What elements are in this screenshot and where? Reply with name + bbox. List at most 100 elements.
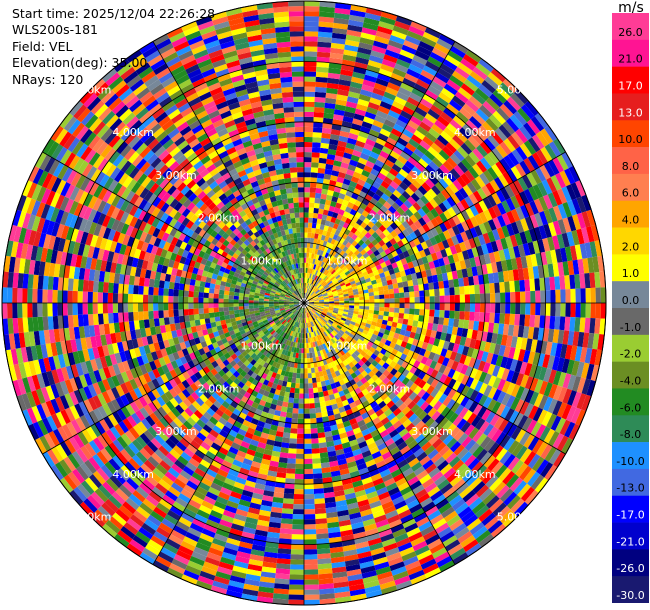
velocity-gate	[462, 250, 470, 260]
velocity-gate	[309, 273, 312, 279]
velocity-gate	[502, 470, 516, 485]
velocity-gate	[559, 419, 571, 436]
velocity-gate	[363, 381, 371, 389]
velocity-gate	[594, 240, 603, 257]
velocity-gate	[305, 288, 307, 294]
velocity-gate	[391, 566, 407, 576]
velocity-gate	[458, 407, 469, 419]
velocity-gate	[398, 194, 408, 204]
velocity-gate	[352, 149, 362, 158]
velocity-gate	[370, 50, 385, 59]
velocity-gate	[378, 400, 387, 409]
velocity-gate	[304, 21, 319, 27]
velocity-gate	[315, 228, 320, 235]
velocity-gate	[319, 11, 335, 18]
velocity-gate	[340, 284, 347, 289]
velocity-gate	[298, 403, 304, 409]
velocity-gate	[471, 247, 479, 258]
velocity-gate	[418, 172, 429, 182]
velocity-gate	[333, 109, 345, 116]
velocity-gate	[446, 437, 458, 449]
velocity-gate	[487, 219, 497, 231]
velocity-gate	[338, 390, 345, 397]
velocity-gate	[437, 134, 449, 146]
velocity-gate	[524, 489, 539, 506]
velocity-gate	[337, 290, 343, 294]
velocity-gate	[311, 293, 317, 298]
velocity-gate	[363, 326, 370, 332]
velocity-gate	[388, 39, 404, 50]
velocity-gate	[397, 114, 410, 125]
velocity-gate	[371, 146, 382, 155]
velocity-gate	[557, 329, 565, 344]
velocity-gate	[483, 169, 494, 183]
velocity-gate	[413, 83, 428, 94]
velocity-gate	[392, 420, 403, 430]
velocity-gate	[372, 283, 378, 289]
velocity-gate	[304, 599, 320, 605]
velocity-gate	[372, 509, 386, 519]
velocity-gate	[364, 205, 372, 214]
velocity-gate	[381, 280, 388, 287]
velocity-gate	[373, 385, 382, 393]
velocity-gate	[367, 101, 380, 111]
velocity-gate	[556, 435, 569, 452]
velocity-gate	[525, 338, 533, 352]
velocity-gate	[379, 128, 391, 138]
velocity-gate	[446, 103, 460, 116]
velocity-gate	[324, 258, 330, 264]
velocity-gate	[427, 486, 441, 498]
velocity-gate	[370, 353, 378, 360]
velocity-gate	[438, 178, 449, 189]
velocity-gate	[442, 396, 452, 407]
velocity-gate	[401, 323, 408, 331]
velocity-gate	[325, 286, 331, 291]
velocity-gate	[390, 273, 397, 280]
velocity-gate	[300, 373, 304, 379]
velocity-gate	[508, 247, 516, 259]
velocity-gate	[336, 324, 342, 330]
velocity-gate	[505, 303, 511, 314]
velocity-gate	[452, 370, 461, 381]
velocity-gate	[313, 207, 319, 214]
velocity-gate	[524, 362, 533, 377]
velocity-gate	[366, 213, 374, 221]
velocity-gate	[396, 537, 411, 548]
velocity-gate	[368, 309, 375, 314]
velocity-gate	[305, 293, 309, 299]
velocity-gate	[348, 259, 355, 265]
velocity-gate	[306, 358, 311, 364]
velocity-gate	[400, 513, 414, 524]
velocity-gate	[492, 481, 506, 496]
velocity-gate	[327, 280, 333, 286]
velocity-gate	[397, 382, 406, 391]
velocity-gate	[388, 331, 395, 338]
velocity-gate	[317, 329, 322, 335]
velocity-gate	[432, 76, 447, 88]
velocity-gate	[309, 290, 314, 296]
velocity-gate	[333, 293, 339, 297]
velocity-gate	[474, 128, 488, 142]
velocity-gate	[386, 320, 393, 327]
velocity-gate	[361, 228, 368, 236]
velocity-gate	[332, 322, 338, 327]
velocity-gate	[304, 569, 319, 575]
velocity-gate	[472, 148, 484, 161]
velocity-gate	[384, 141, 395, 151]
velocity-gate	[446, 514, 461, 527]
velocity-gate	[522, 326, 530, 339]
velocity-gate	[384, 339, 392, 347]
velocity-gate	[589, 318, 596, 334]
velocity-gate	[331, 323, 337, 329]
velocity-gate	[513, 480, 527, 495]
velocity-gate	[358, 93, 371, 102]
velocity-gate	[348, 19, 364, 28]
velocity-gate	[437, 241, 445, 251]
velocity-gate	[292, 514, 304, 520]
velocity-gate	[465, 473, 479, 487]
velocity-gate	[473, 275, 480, 286]
velocity-gate	[514, 89, 529, 105]
velocity-gate	[413, 465, 426, 477]
velocity-gate	[397, 54, 413, 64]
velocity-gate	[320, 327, 325, 333]
